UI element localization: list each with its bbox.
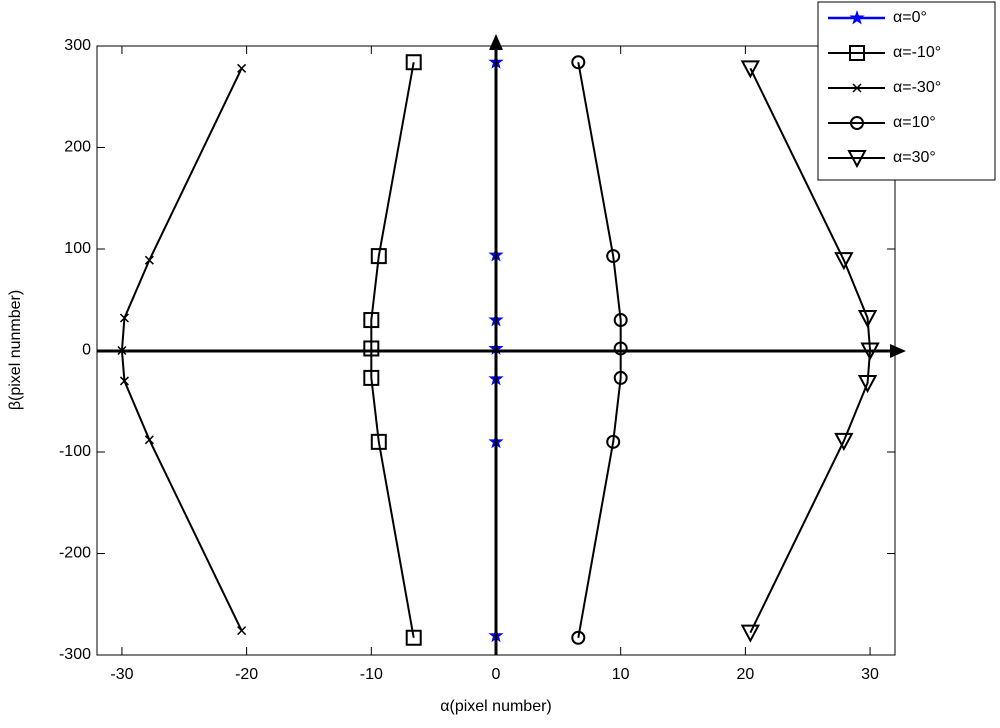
legend-label: α=0°: [893, 9, 927, 26]
marker: [613, 313, 628, 328]
marker: [571, 55, 586, 70]
series: [363, 54, 422, 646]
x-axis-label: α(pixel number): [440, 698, 552, 715]
marker: [606, 434, 621, 449]
marker: [363, 340, 380, 357]
x-tick-label: 30: [861, 666, 879, 683]
marker: [405, 54, 422, 71]
series-line: [370, 62, 415, 638]
arrow-head: [489, 34, 503, 50]
marker: [144, 255, 154, 265]
legend-label: α=-10°: [893, 44, 941, 61]
series: [571, 55, 628, 645]
marker: [613, 341, 628, 356]
x-tick-label: 20: [736, 666, 754, 683]
y-axis-label: β(pixel nunmber): [7, 290, 24, 410]
x-tick-label: 0: [492, 666, 501, 683]
marker: [847, 150, 867, 169]
marker: [849, 45, 865, 61]
marker: [606, 249, 621, 264]
marker: [613, 370, 628, 385]
legend-label: α=-30°: [893, 79, 941, 96]
y-tick-label: 200: [64, 139, 91, 156]
marker: [740, 60, 761, 79]
marker: [144, 435, 154, 445]
marker: [237, 63, 247, 73]
legend-box: [817, 1, 996, 181]
y-tick-label: 0: [82, 342, 91, 359]
marker: [740, 624, 761, 643]
marker: [370, 433, 387, 450]
x-tick-label: -20: [235, 666, 258, 683]
y-tick-label: 300: [64, 37, 91, 54]
marker: [850, 116, 864, 130]
x-tick-label: -10: [360, 666, 383, 683]
series-line: [577, 62, 622, 638]
y-tick-label: -100: [59, 443, 91, 460]
marker: [834, 252, 854, 271]
y-tick-label: 100: [64, 240, 91, 257]
marker: [857, 374, 878, 394]
legend-label: α=30°: [893, 149, 936, 166]
y-tick-label: -300: [59, 646, 91, 663]
marker: [852, 83, 862, 93]
marker: [119, 376, 129, 386]
arrow-head: [890, 344, 906, 358]
x-tick-label: -30: [110, 666, 133, 683]
marker: [363, 312, 380, 329]
marker: [119, 313, 129, 323]
marker: [571, 630, 586, 645]
legend-label: α=10°: [893, 114, 936, 131]
axis-arrows: [97, 34, 906, 655]
marker: [370, 248, 387, 265]
marker: [849, 9, 865, 25]
marker: [405, 629, 422, 646]
marker: [237, 626, 247, 636]
marker: [363, 369, 380, 386]
y-tick-label: -200: [59, 545, 91, 562]
x-tick-label: 10: [612, 666, 630, 683]
marker: [834, 432, 854, 451]
marker: [857, 310, 878, 329]
legend: α=0° α=-10° α=-30° α=10° α=30°: [817, 1, 996, 181]
